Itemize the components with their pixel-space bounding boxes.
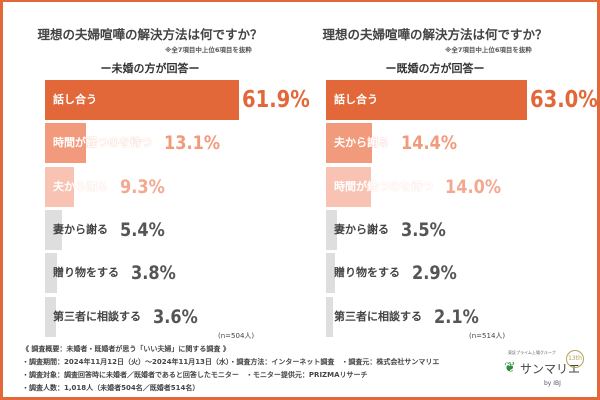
bar-label: 夫から謝る (53, 179, 108, 193)
sample-size: (n=514人) (469, 332, 506, 340)
bar (326, 80, 527, 120)
bar-label: 夫から謝る (334, 136, 389, 150)
data-label: 13.1% (164, 132, 221, 155)
bar-label: 第三者に相談する (53, 309, 141, 323)
logo-name: サンマリエ (520, 362, 581, 376)
bar-label: 妻から謝る (334, 222, 389, 236)
chart-married: 理想の夫婦喧嘩の解決方法は何ですか？ ※全7項目中上位6項目を抜粋 ー既婚の方が… (285, 0, 597, 340)
bar (326, 209, 338, 250)
data-label: 14.0% (445, 175, 502, 198)
chart-subtitle: ー既婚の方が回答ー (385, 62, 485, 75)
bar-label: 贈り物をする (334, 266, 400, 280)
chart-note: ※全7項目中上位6項目を抜粋 (445, 46, 532, 54)
chart-title: 理想の夫婦喧嘩の解決方法は何ですか？ (37, 27, 263, 42)
sample-size: (n=504人) (218, 332, 255, 340)
logo-by-ibj: by IBJ (544, 380, 561, 387)
data-label: 2.9% (412, 262, 457, 285)
bar-label: 時間が経つのを待つ (334, 179, 433, 193)
chart-title: 理想の夫婦喧嘩の解決方法は何ですか？ (322, 27, 548, 42)
footer-overview: 《 調査概要：未婚者・既婚者が思う「いい夫婦」に関する調査 》 (22, 345, 230, 353)
bar-label: 妻から謝る (53, 222, 108, 236)
bar-label: 話し合う (334, 93, 378, 106)
bar (45, 253, 57, 294)
footer-target: ・調査対象：調査回答時に未婚者／既婚者であると回答したモニター ・モニター提供元… (22, 371, 368, 379)
bar-label: 第三者に相談する (334, 309, 422, 323)
data-label: 63.0% (529, 87, 598, 113)
bar (326, 296, 333, 337)
data-label: 9.3% (120, 175, 165, 198)
bar (326, 166, 371, 207)
data-label: 3.6% (153, 305, 198, 328)
footer-count: ・調査人数：1,018人（未婚者504名／既婚者514名） (22, 384, 200, 392)
data-label: 3.5% (401, 218, 446, 241)
logo-tagline: 東証プライム上場グループ (508, 350, 556, 355)
data-label: 3.8% (131, 262, 176, 285)
chart-note: ※全7項目中上位6項目を抜粋 (165, 46, 252, 54)
bar (45, 209, 62, 250)
data-label: 2.1% (434, 305, 479, 328)
bar (45, 80, 239, 120)
data-label: 14.4% (401, 132, 458, 155)
chart-subtitle: ー未婚の方が回答ー (100, 62, 200, 75)
bar (326, 123, 372, 164)
bar (326, 253, 336, 294)
chart-unmarried: 理想の夫婦喧嘩の解決方法は何ですか？ ※全7項目中上位6項目を抜粋 ー未婚の方が… (0, 0, 309, 340)
bar (45, 166, 75, 207)
logo-leaf-icon: ❦ (504, 360, 516, 376)
bar-label: 時間が経つのを待つ (53, 136, 152, 150)
data-label: 5.4% (120, 218, 165, 241)
bar-label: 贈り物をする (53, 266, 119, 280)
bar (45, 296, 57, 337)
anniversary-badge: 13th (566, 350, 584, 368)
footer-period: ・調査期間：2024年11月12日（火）〜2024年11月13日（水）・調査方法… (22, 358, 440, 366)
sunmarie-logo: 東証プライム上場グループ ❦ サンマリエ 13th by IBJ (504, 350, 586, 394)
bar-label: 話し合う (53, 93, 97, 106)
data-label: 61.9% (241, 87, 310, 113)
bar (45, 123, 86, 164)
